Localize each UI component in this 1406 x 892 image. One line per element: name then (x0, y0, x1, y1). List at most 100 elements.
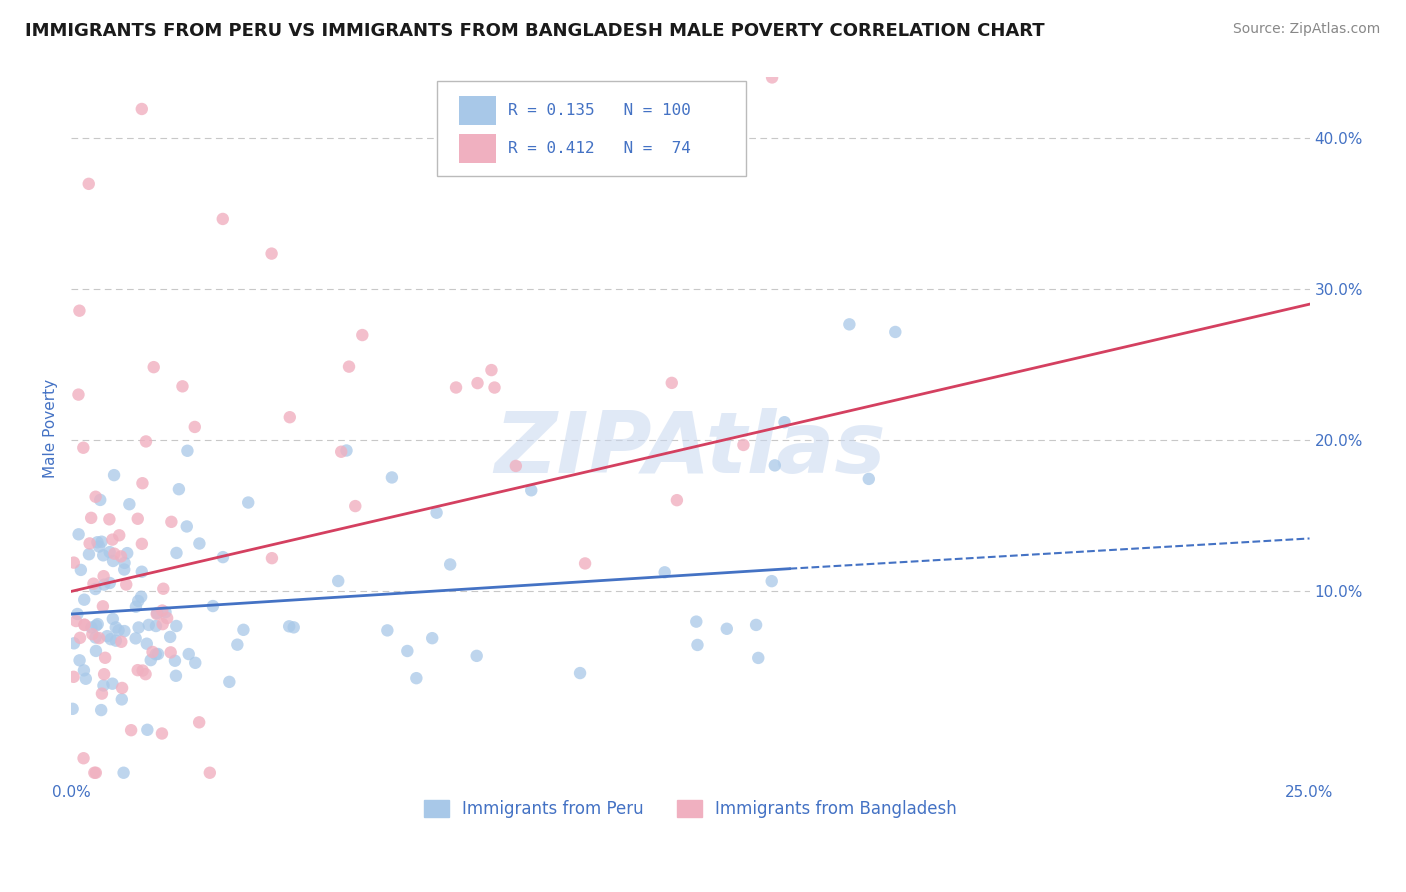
Point (87, 540, 110, 554)
Point (96, 629, 118, 643)
Text: R = 0.135   N = 100: R = 0.135 N = 100 (509, 103, 692, 118)
Point (484, 380, 506, 394)
Point (104, 620, 127, 634)
Point (131, 102, 153, 116)
Point (145, 619, 167, 633)
FancyBboxPatch shape (458, 135, 496, 162)
FancyBboxPatch shape (437, 81, 747, 176)
Point (110, 549, 132, 564)
Point (86, 535, 108, 549)
Point (160, 515, 183, 529)
Point (142, 360, 165, 375)
Point (420, 631, 443, 645)
Point (212, 550, 235, 565)
Point (159, 645, 181, 659)
Point (84, 582, 107, 596)
Point (80, 620, 103, 634)
Point (260, 551, 283, 566)
Point (73, 618, 96, 632)
Point (135, 637, 157, 651)
Point (104, 633, 127, 648)
Point (127, 512, 149, 526)
Point (156, 611, 179, 625)
Point (131, 476, 153, 491)
Point (139, 653, 162, 667)
Point (439, 558, 461, 572)
Point (67, 303, 90, 318)
Text: R = 0.412   N =  74: R = 0.412 N = 74 (509, 141, 692, 156)
Point (120, 723, 142, 738)
Point (65, 614, 87, 628)
Point (396, 644, 419, 658)
Point (131, 537, 153, 551)
Point (83, 765, 105, 780)
Point (172, 379, 194, 393)
Point (111, 692, 134, 706)
Point (260, 246, 283, 260)
Point (69, 631, 91, 645)
Point (84, 618, 107, 632)
Point (165, 619, 187, 633)
Point (716, 622, 738, 636)
Point (93, 678, 115, 692)
Text: IMMIGRANTS FROM PERU VS IMMIGRANTS FROM BANGLADESH MALE POVERTY CORRELATION CHAR: IMMIGRANTS FROM PERU VS IMMIGRANTS FROM … (25, 22, 1045, 40)
Legend: Immigrants from Peru, Immigrants from Bangladesh: Immigrants from Peru, Immigrants from Ba… (418, 793, 963, 825)
Point (67, 387, 90, 401)
Point (467, 376, 489, 390)
Point (115, 546, 138, 560)
Point (574, 557, 596, 571)
Point (686, 638, 709, 652)
Text: ZIPAtlas: ZIPAtlas (495, 409, 886, 491)
Point (103, 547, 125, 561)
Point (118, 497, 141, 511)
Point (474, 160, 496, 174)
Point (146, 606, 169, 620)
Point (127, 594, 149, 608)
Point (90, 534, 112, 549)
Point (685, 615, 707, 629)
Point (150, 603, 173, 617)
Point (352, 328, 374, 343)
Point (100, 632, 122, 647)
Point (665, 493, 688, 508)
Point (112, 624, 135, 638)
Point (103, 468, 125, 483)
Point (337, 359, 360, 374)
Point (145, 607, 167, 621)
Point (188, 715, 211, 730)
Point (66, 607, 89, 621)
Point (232, 623, 254, 637)
Point (465, 648, 488, 663)
Point (163, 654, 186, 668)
Point (381, 470, 404, 484)
Point (201, 599, 224, 613)
Point (344, 499, 367, 513)
Point (75, 672, 97, 686)
Point (747, 651, 769, 665)
Point (91, 599, 114, 614)
Point (763, 458, 786, 473)
Text: Source: ZipAtlas.com: Source: ZipAtlas.com (1233, 22, 1381, 37)
Point (159, 630, 181, 644)
Point (226, 638, 249, 652)
Point (98, 512, 121, 526)
Point (155, 605, 177, 619)
Point (152, 582, 174, 596)
Point (82, 627, 104, 641)
Point (115, 577, 138, 591)
Point (80, 511, 103, 525)
Point (145, 647, 167, 661)
Point (84, 765, 107, 780)
Point (218, 674, 240, 689)
Point (135, 667, 157, 681)
Point (177, 647, 200, 661)
Point (112, 563, 135, 577)
Point (184, 656, 207, 670)
Point (150, 726, 173, 740)
Point (278, 619, 301, 633)
Point (90, 687, 112, 701)
Point (569, 666, 592, 681)
Point (101, 676, 124, 690)
Point (138, 618, 160, 632)
Point (101, 533, 124, 547)
